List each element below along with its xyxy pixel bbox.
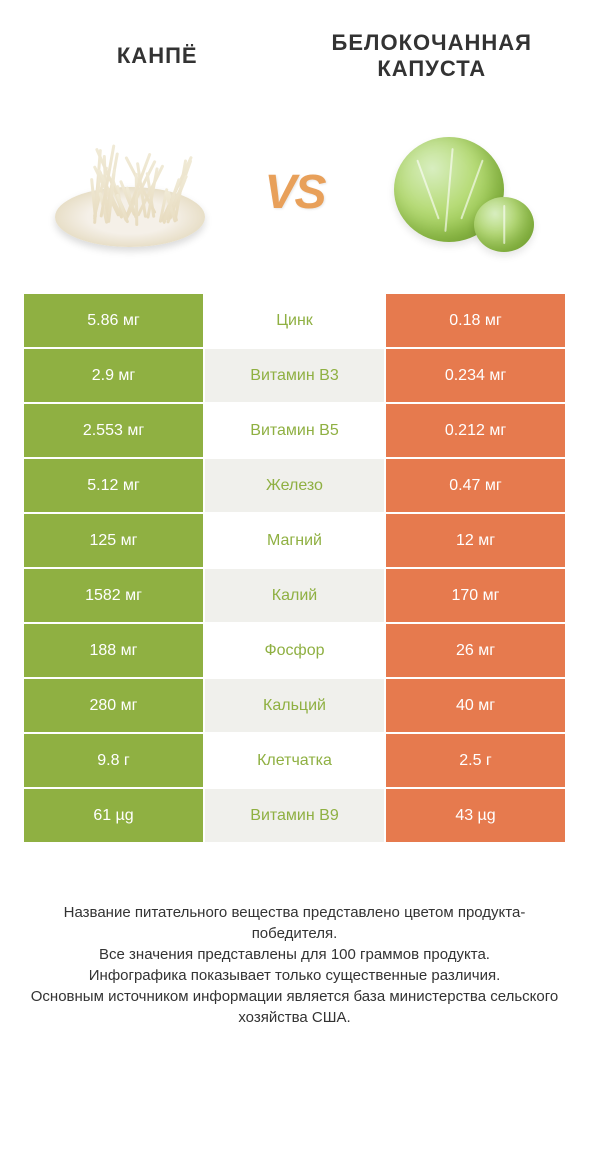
table-row: 61 µgВитамин B943 µg: [24, 787, 565, 842]
nutrient-label: Витамин B9: [205, 789, 386, 842]
nutrient-label: Железо: [205, 459, 386, 512]
right-product-title: БЕЛОКОЧАННАЯ КАПУСТА: [295, 30, 570, 82]
left-value: 2.9 мг: [24, 349, 205, 402]
vs-label: VS: [264, 165, 324, 220]
nutrient-label: Магний: [205, 514, 386, 567]
table-row: 2.553 мгВитамин B50.212 мг: [24, 402, 565, 457]
left-value: 280 мг: [24, 679, 205, 732]
table-row: 5.12 мгЖелезо0.47 мг: [24, 457, 565, 512]
table-row: 5.86 мгЦинк0.18 мг: [24, 292, 565, 347]
right-value: 0.18 мг: [386, 294, 565, 347]
left-value: 1582 мг: [24, 569, 205, 622]
right-value: 0.47 мг: [386, 459, 565, 512]
footer-line: Основным источником информации является …: [24, 986, 565, 1028]
header: КАНПЁ БЕЛОКОЧАННАЯ КАПУСТА: [0, 0, 589, 102]
right-value: 43 µg: [386, 789, 565, 842]
left-value: 2.553 мг: [24, 404, 205, 457]
footer-line: Все значения представлены для 100 граммо…: [24, 944, 565, 965]
nutrient-label: Кальций: [205, 679, 386, 732]
left-value: 61 µg: [24, 789, 205, 842]
nutrient-label: Калий: [205, 569, 386, 622]
table-row: 280 мгКальций40 мг: [24, 677, 565, 732]
right-value: 26 мг: [386, 624, 565, 677]
table-row: 125 мгМагний12 мг: [24, 512, 565, 567]
right-value: 40 мг: [386, 679, 565, 732]
right-value: 2.5 г: [386, 734, 565, 787]
left-product-title: КАНПЁ: [20, 43, 295, 69]
footer-notes: Название питательного вещества представл…: [24, 902, 565, 1028]
footer-line: Название питательного вещества представл…: [24, 902, 565, 944]
table-row: 9.8 гКлетчатка2.5 г: [24, 732, 565, 787]
table-row: 1582 мгКалий170 мг: [24, 567, 565, 622]
footer-line: Инфографика показывает только существенн…: [24, 965, 565, 986]
right-value: 0.212 мг: [386, 404, 565, 457]
nutrient-label: Витамин B3: [205, 349, 386, 402]
nutrient-label: Клетчатка: [205, 734, 386, 787]
right-product-image: [369, 122, 549, 262]
nutrient-label: Витамин B5: [205, 404, 386, 457]
left-value: 9.8 г: [24, 734, 205, 787]
left-value: 5.12 мг: [24, 459, 205, 512]
left-value: 125 мг: [24, 514, 205, 567]
table-row: 2.9 мгВитамин B30.234 мг: [24, 347, 565, 402]
images-row: VS: [0, 102, 589, 292]
right-value: 12 мг: [386, 514, 565, 567]
left-value: 188 мг: [24, 624, 205, 677]
left-product-image: [40, 122, 220, 262]
nutrient-label: Фосфор: [205, 624, 386, 677]
table-row: 188 мгФосфор26 мг: [24, 622, 565, 677]
right-value: 170 мг: [386, 569, 565, 622]
left-value: 5.86 мг: [24, 294, 205, 347]
right-value: 0.234 мг: [386, 349, 565, 402]
nutrient-label: Цинк: [205, 294, 386, 347]
comparison-table: 5.86 мгЦинк0.18 мг2.9 мгВитамин B30.234 …: [24, 292, 565, 842]
